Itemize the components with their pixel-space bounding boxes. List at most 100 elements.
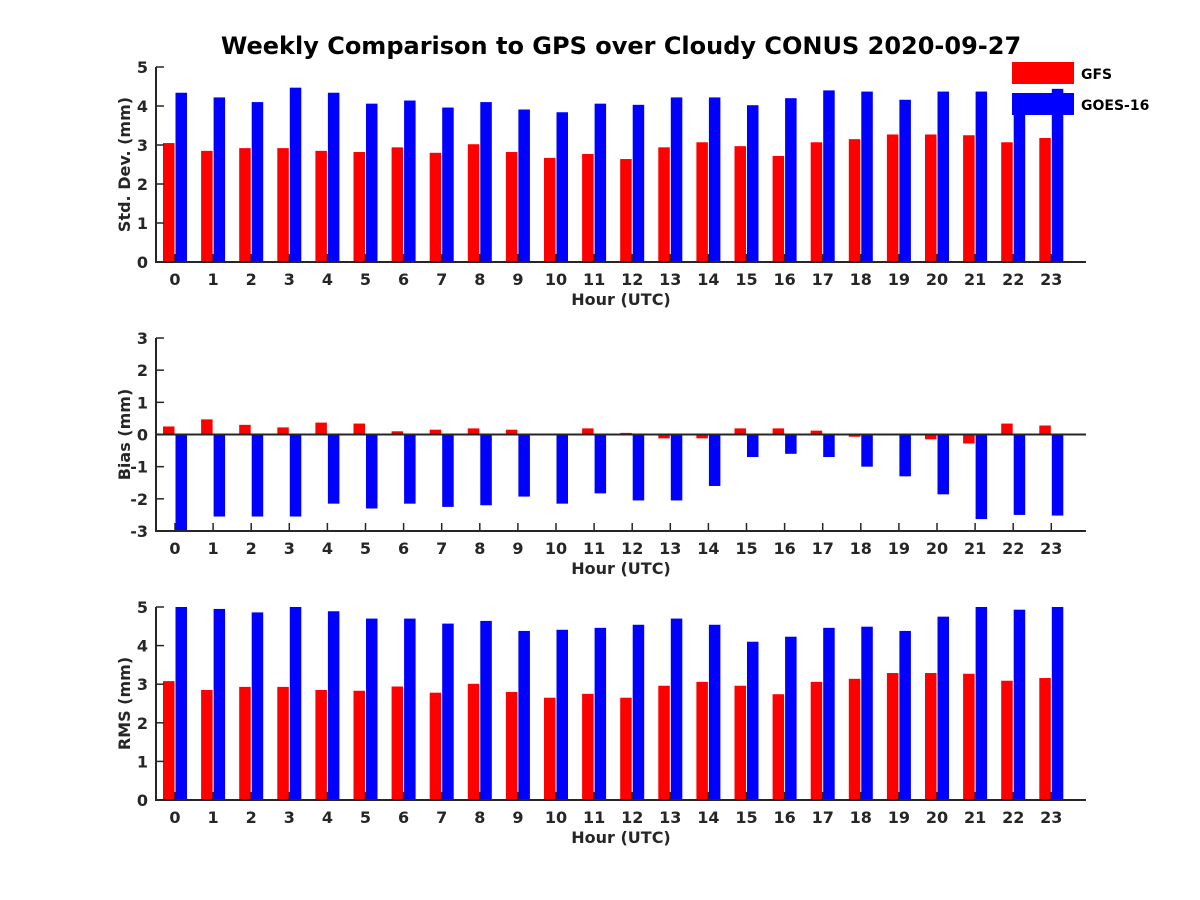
bias-bar-gfs-16: [772, 428, 785, 435]
stddev-bar-gfs-10: [544, 157, 556, 262]
stddev-xtick-label-17: 17: [812, 270, 834, 289]
rms-bar-goes-16-2: [251, 612, 264, 800]
bias-xtick-label-12: 12: [621, 539, 643, 558]
stddev-xtick-label-20: 20: [926, 270, 948, 289]
rms-bar-gfs-1: [201, 689, 213, 800]
bias-xtick-label-22: 22: [1002, 539, 1024, 558]
rms-bar-gfs-6: [391, 686, 404, 800]
bias-bar-goes-16-20: [937, 434, 949, 495]
stddev-bar-goes-16-8: [480, 102, 492, 262]
rms-xtick-label-12: 12: [621, 808, 643, 827]
stddev-bar-goes-16-12: [632, 104, 645, 262]
stddev-bar-goes-16-20: [937, 91, 949, 262]
bias-bar-goes-16-4: [327, 434, 340, 504]
bias-bar-goes-16-13: [670, 434, 683, 501]
rms-ytick-label-1: 1: [137, 752, 148, 771]
stddev-bar-goes-16-18: [861, 91, 873, 262]
stddev-bar-goes-16-10: [556, 112, 568, 263]
stddev-ytick-label-0: 0: [137, 253, 148, 272]
stddev-xtick-label-2: 2: [246, 270, 257, 289]
bias-bar-goes-16-17: [823, 434, 835, 458]
stddev-bar-goes-16-5: [366, 103, 378, 262]
rms-xtick-label-4: 4: [322, 808, 333, 827]
rms-bar-gfs-14: [696, 681, 708, 800]
bias-bar-goes-16-1: [213, 434, 226, 517]
bias-bar-gfs-5: [353, 423, 365, 435]
rms-bar-gfs-0: [163, 681, 175, 800]
stddev-xtick-label-0: 0: [169, 270, 180, 289]
bias-ytick-label-2: 2: [137, 361, 148, 380]
stddev-bar-gfs-21: [963, 135, 975, 262]
stddev-bar-gfs-23: [1039, 137, 1051, 262]
bias-bar-gfs-17: [810, 430, 823, 435]
rms-xtick-label-21: 21: [964, 808, 986, 827]
rms-bar-goes-16-19: [899, 630, 911, 800]
rms-bar-gfs-5: [353, 690, 365, 800]
bias-bar-goes-16-23: [1051, 434, 1064, 516]
stddev-bar-gfs-7: [429, 152, 442, 262]
bias-xtick-label-3: 3: [284, 539, 295, 558]
stddev-bar-gfs-22: [1001, 142, 1013, 262]
stddev-bar-gfs-2: [239, 148, 251, 262]
chart-title: Weekly Comparison to GPS over Cloudy CON…: [221, 32, 1021, 60]
bias-bar-gfs-3: [277, 427, 289, 435]
rms-bar-gfs-17: [810, 681, 823, 800]
rms-ytick-label-5: 5: [137, 598, 148, 617]
rms-bar-goes-16-20: [937, 616, 949, 800]
rms-xtick-label-8: 8: [474, 808, 485, 827]
stddev-bar-goes-16-15: [747, 105, 759, 262]
stddev-bar-gfs-0: [163, 143, 175, 262]
bias-xtick-label-5: 5: [360, 539, 371, 558]
bias-bar-goes-16-16: [785, 434, 797, 454]
bias-xtick-label-14: 14: [697, 539, 719, 558]
bias-bar-goes-16-19: [899, 434, 911, 477]
bias-bar-gfs-21: [963, 434, 975, 444]
stddev-bars: [163, 87, 1064, 263]
rms-ytick-label-0: 0: [137, 791, 148, 810]
rms-xtick-label-3: 3: [284, 808, 295, 827]
bias-xtick-label-7: 7: [436, 539, 447, 558]
stddev-bar-goes-16-11: [594, 103, 607, 262]
bias-xlabel: Hour (UTC): [571, 559, 671, 578]
rms-bar-gfs-19: [886, 673, 899, 800]
rms-bar-gfs-22: [1001, 680, 1013, 800]
bias-bar-goes-16-15: [747, 434, 759, 458]
rms-bar-goes-16-12: [632, 624, 645, 800]
rms-bar-gfs-2: [239, 686, 251, 800]
bias-bar-goes-16-3: [289, 434, 302, 517]
bias-xtick-label-9: 9: [512, 539, 523, 558]
legend-swatch-gfs: [1012, 62, 1074, 84]
stddev-bar-goes-16-0: [175, 92, 187, 263]
stddev-bar-goes-16-17: [823, 90, 835, 263]
rms-xtick-label-20: 20: [926, 808, 948, 827]
rms-bars: [163, 607, 1064, 800]
stddev-xtick-label-10: 10: [545, 270, 567, 289]
bias-bar-goes-16-2: [251, 434, 264, 517]
rms-xtick-label-18: 18: [850, 808, 872, 827]
stddev-bar-goes-16-3: [289, 87, 302, 262]
bias-ytick-label-1: 1: [137, 393, 148, 412]
stddev-bar-gfs-15: [734, 146, 746, 262]
bias-ytick-label-0: 0: [137, 426, 148, 445]
bias-xtick-label-0: 0: [169, 539, 180, 558]
bias-bar-gfs-6: [391, 431, 404, 435]
stddev-xtick-label-11: 11: [583, 270, 605, 289]
rms-bar-gfs-12: [620, 697, 632, 800]
bias-xtick-label-23: 23: [1040, 539, 1062, 558]
rms-bar-goes-16-10: [556, 629, 568, 800]
stddev-bar-goes-16-23: [1051, 88, 1064, 262]
stddev-bar-goes-16-7: [442, 107, 454, 262]
stddev-xtick-label-9: 9: [512, 270, 523, 289]
bias-xtick-label-16: 16: [773, 539, 795, 558]
rms-bar-gfs-3: [277, 686, 289, 800]
rms-bar-goes-16-8: [480, 620, 492, 800]
bias-bar-goes-16-9: [518, 434, 530, 497]
rms-xtick-label-7: 7: [436, 808, 447, 827]
rms-ytick-label-4: 4: [137, 637, 148, 656]
rms-bar-goes-16-22: [1013, 609, 1026, 800]
bias-bar-gfs-1: [201, 419, 213, 435]
rms-bar-goes-16-11: [594, 627, 607, 800]
rms-bar-goes-16-13: [670, 618, 683, 800]
stddev-bar-goes-16-4: [327, 92, 340, 263]
